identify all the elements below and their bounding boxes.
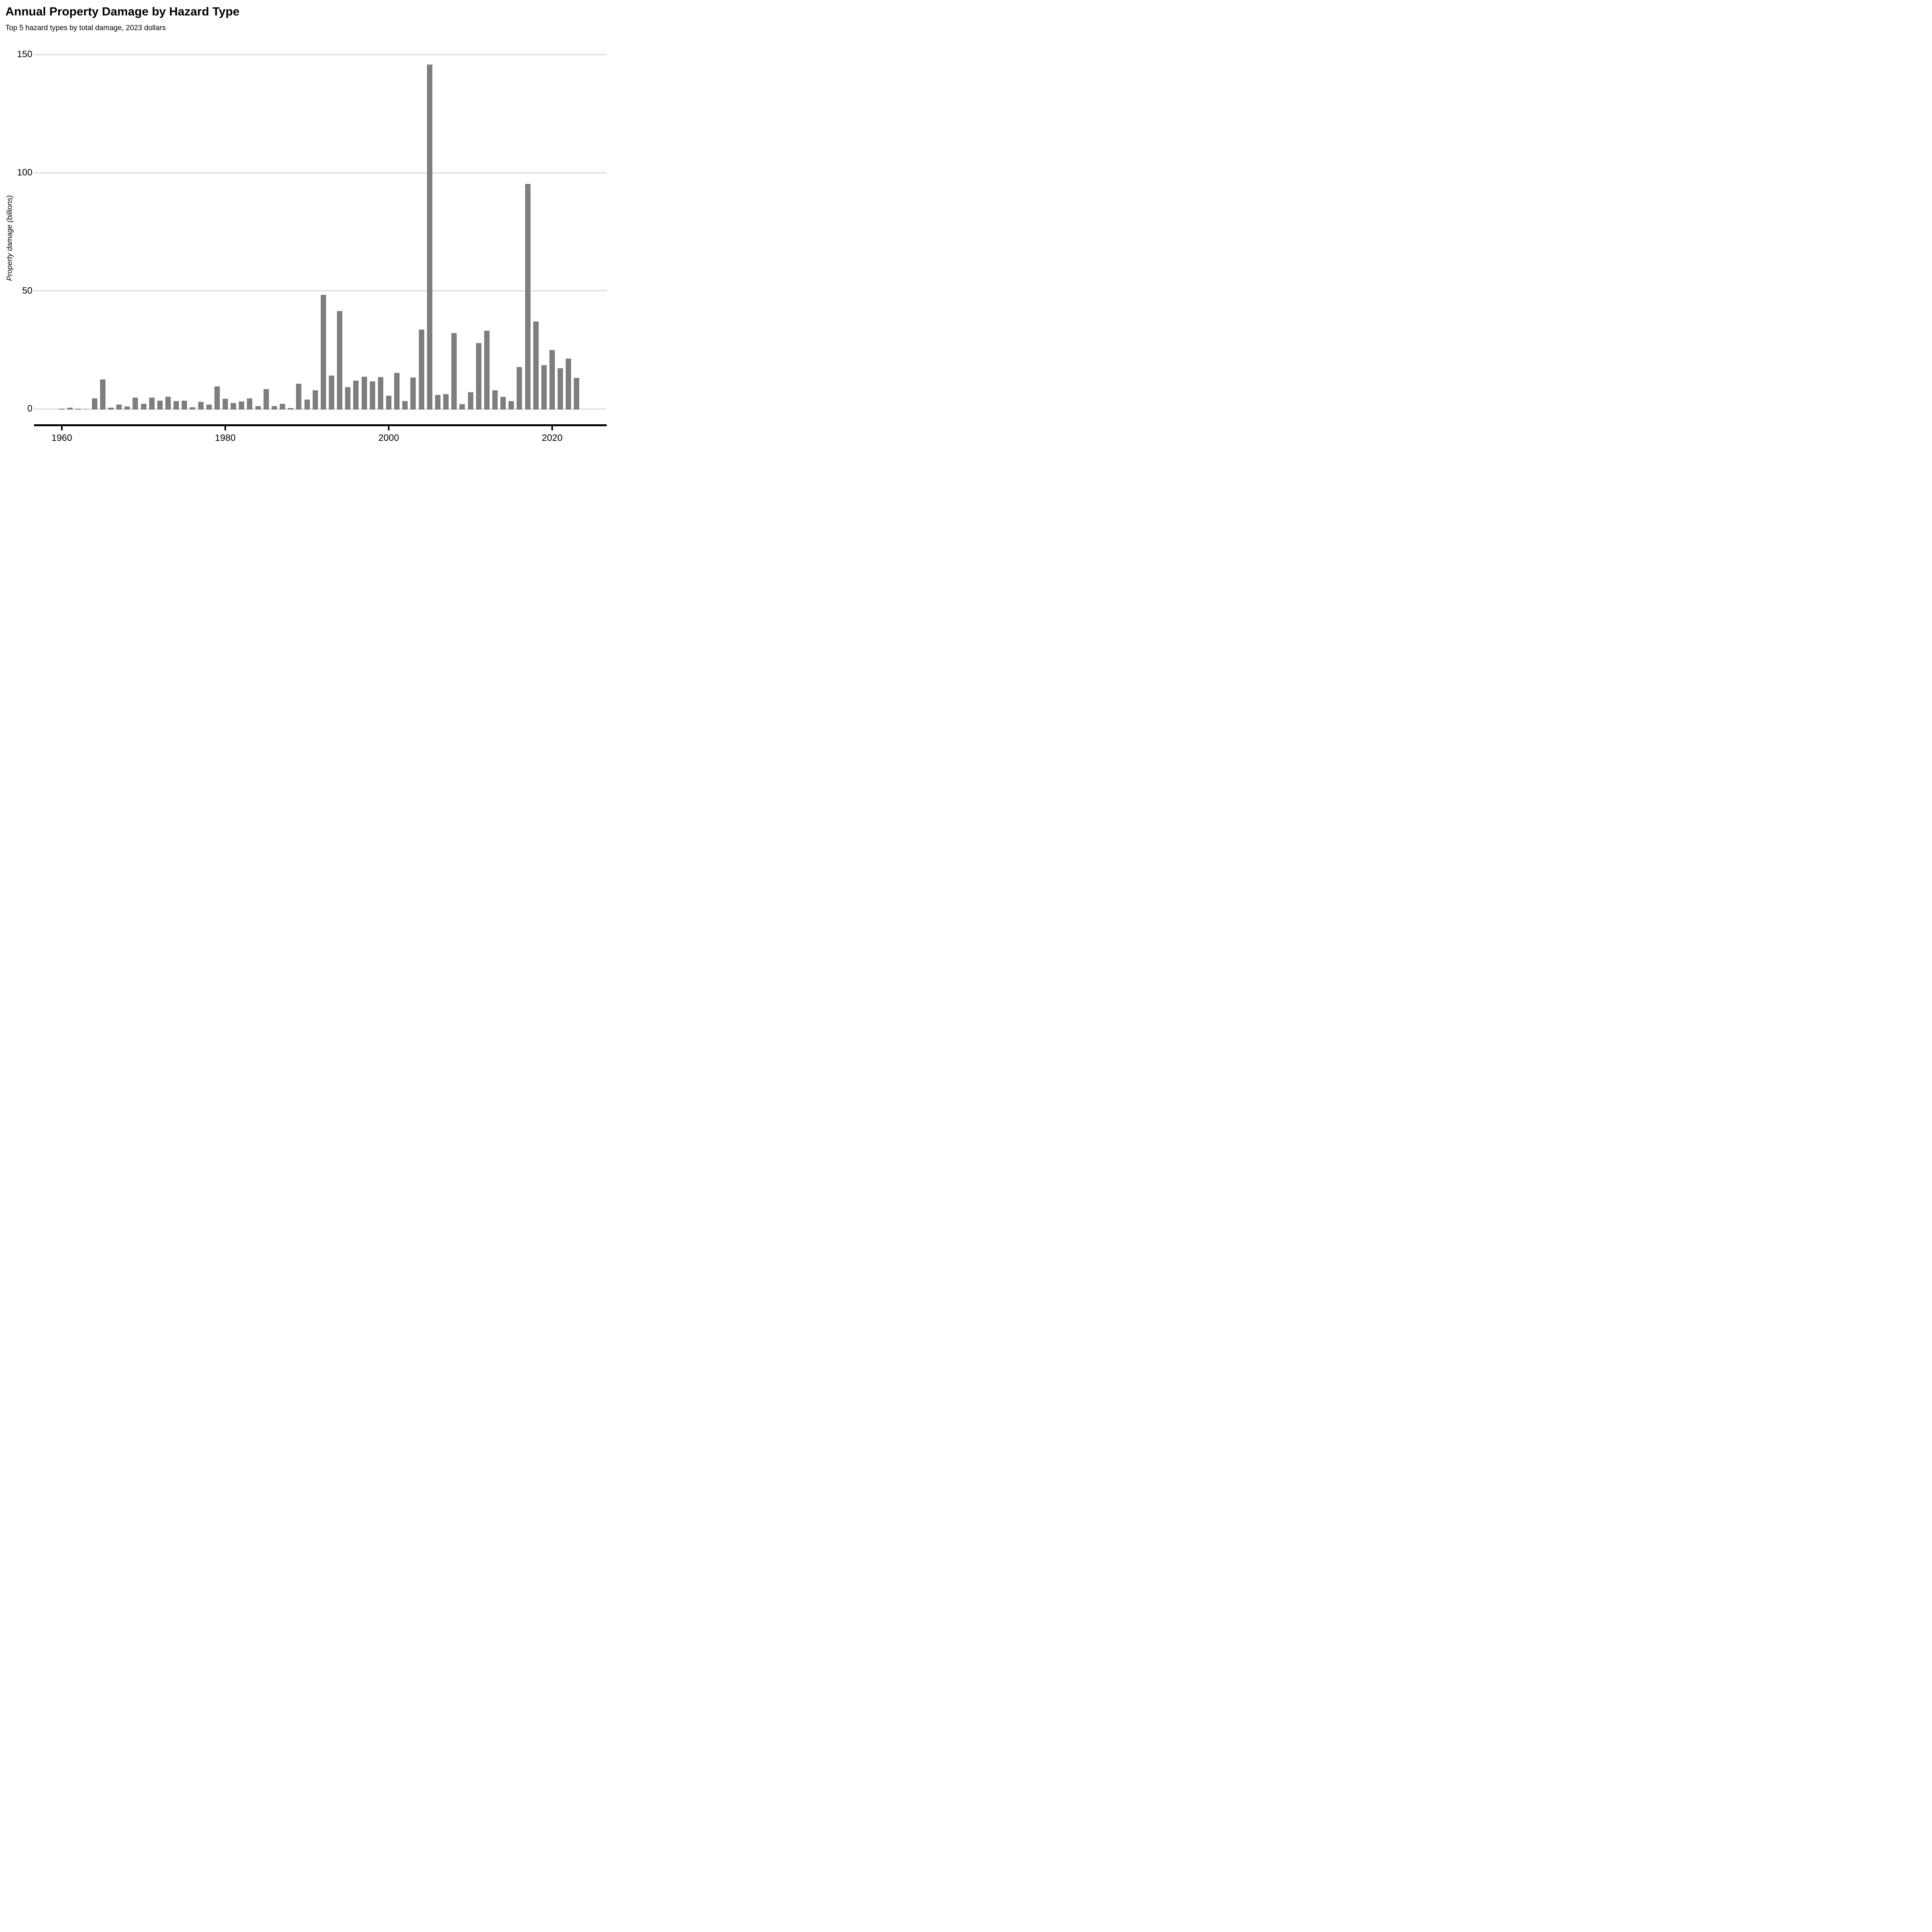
bar-2018 xyxy=(533,321,539,410)
bar-1977 xyxy=(198,402,204,410)
chart-title: Annual Property Damage by Hazard Type xyxy=(5,5,240,18)
bar-1971 xyxy=(149,397,155,410)
bar-2005 xyxy=(427,64,432,410)
bar-1981 xyxy=(231,403,236,410)
bar-1972 xyxy=(157,401,163,410)
bar-1988 xyxy=(288,408,294,410)
chart-canvas: Annual Property Damage by Hazard Type To… xyxy=(0,0,618,464)
bar-1966 xyxy=(108,407,114,410)
x-tick-label-2000: 2000 xyxy=(378,433,399,443)
bar-2014 xyxy=(500,397,506,410)
bar-1999 xyxy=(378,377,383,410)
bar-2015 xyxy=(509,401,514,410)
bar-1979 xyxy=(214,386,220,410)
y-tick-label-50: 50 xyxy=(22,285,32,296)
bar-1960 xyxy=(59,408,65,410)
bar-1990 xyxy=(304,399,310,410)
bar-1995 xyxy=(345,387,351,410)
chart-subtitle: Top 5 hazard types by total damage, 2023… xyxy=(5,24,166,32)
y-tick-label-150: 150 xyxy=(17,49,32,60)
bar-1987 xyxy=(280,404,286,410)
bar-1991 xyxy=(312,390,318,410)
bar-1976 xyxy=(190,407,196,410)
bar-2004 xyxy=(418,330,424,410)
bar-2008 xyxy=(451,333,457,410)
bar-2023 xyxy=(574,378,580,410)
bar-2013 xyxy=(492,390,498,410)
bar-1992 xyxy=(320,295,326,410)
bar-2020 xyxy=(549,350,555,410)
gridline-50 xyxy=(34,290,607,292)
bar-1964 xyxy=(92,398,97,410)
bar-1983 xyxy=(247,398,253,410)
gridline-100 xyxy=(34,172,607,173)
bar-1967 xyxy=(116,404,122,410)
x-tick-label-2020: 2020 xyxy=(542,433,563,443)
bar-2002 xyxy=(402,401,408,410)
bar-2022 xyxy=(566,358,571,410)
x-tick-2020 xyxy=(551,426,553,430)
bar-2006 xyxy=(435,395,440,410)
x-tick-1960 xyxy=(61,426,63,430)
bar-1997 xyxy=(361,377,367,410)
bar-2012 xyxy=(484,330,490,410)
bar-1998 xyxy=(369,381,375,410)
y-tick-label-100: 100 xyxy=(17,167,32,178)
bar-1965 xyxy=(100,379,105,410)
x-tick-1980 xyxy=(224,426,226,430)
bar-2017 xyxy=(525,184,531,410)
bar-1975 xyxy=(182,401,187,410)
bar-2007 xyxy=(443,394,449,410)
bar-2011 xyxy=(476,343,481,410)
bar-1973 xyxy=(165,396,171,410)
x-axis-line xyxy=(34,424,607,426)
bar-1984 xyxy=(255,406,261,410)
bar-1970 xyxy=(141,403,146,410)
bar-2019 xyxy=(541,365,547,410)
bar-1974 xyxy=(173,401,179,410)
bar-1994 xyxy=(337,311,343,410)
bar-2009 xyxy=(459,404,465,410)
x-tick-2000 xyxy=(388,426,389,430)
bar-1989 xyxy=(296,383,302,410)
bar-1986 xyxy=(271,406,277,410)
bar-1980 xyxy=(223,399,228,410)
bar-1982 xyxy=(239,401,245,410)
bar-1961 xyxy=(67,407,73,410)
bar-1962 xyxy=(75,408,81,410)
y-axis-title: Property damage (billions) xyxy=(6,195,14,281)
bar-1978 xyxy=(206,404,212,410)
bar-2021 xyxy=(558,368,563,410)
bar-1968 xyxy=(124,406,130,410)
x-tick-label-1980: 1980 xyxy=(215,433,236,443)
bar-2016 xyxy=(517,367,522,410)
bar-2000 xyxy=(386,395,391,410)
bar-2003 xyxy=(410,377,416,410)
y-tick-label-0: 0 xyxy=(27,403,32,414)
bar-1969 xyxy=(133,397,138,410)
gridline-150 xyxy=(34,54,607,55)
bar-1993 xyxy=(328,376,334,410)
bar-1996 xyxy=(353,381,359,410)
gridline-0 xyxy=(34,408,607,410)
bar-1963 xyxy=(83,409,89,410)
x-tick-label-1960: 1960 xyxy=(51,433,72,443)
bar-2001 xyxy=(394,373,400,410)
bar-1985 xyxy=(263,389,269,410)
bar-2010 xyxy=(468,392,473,410)
